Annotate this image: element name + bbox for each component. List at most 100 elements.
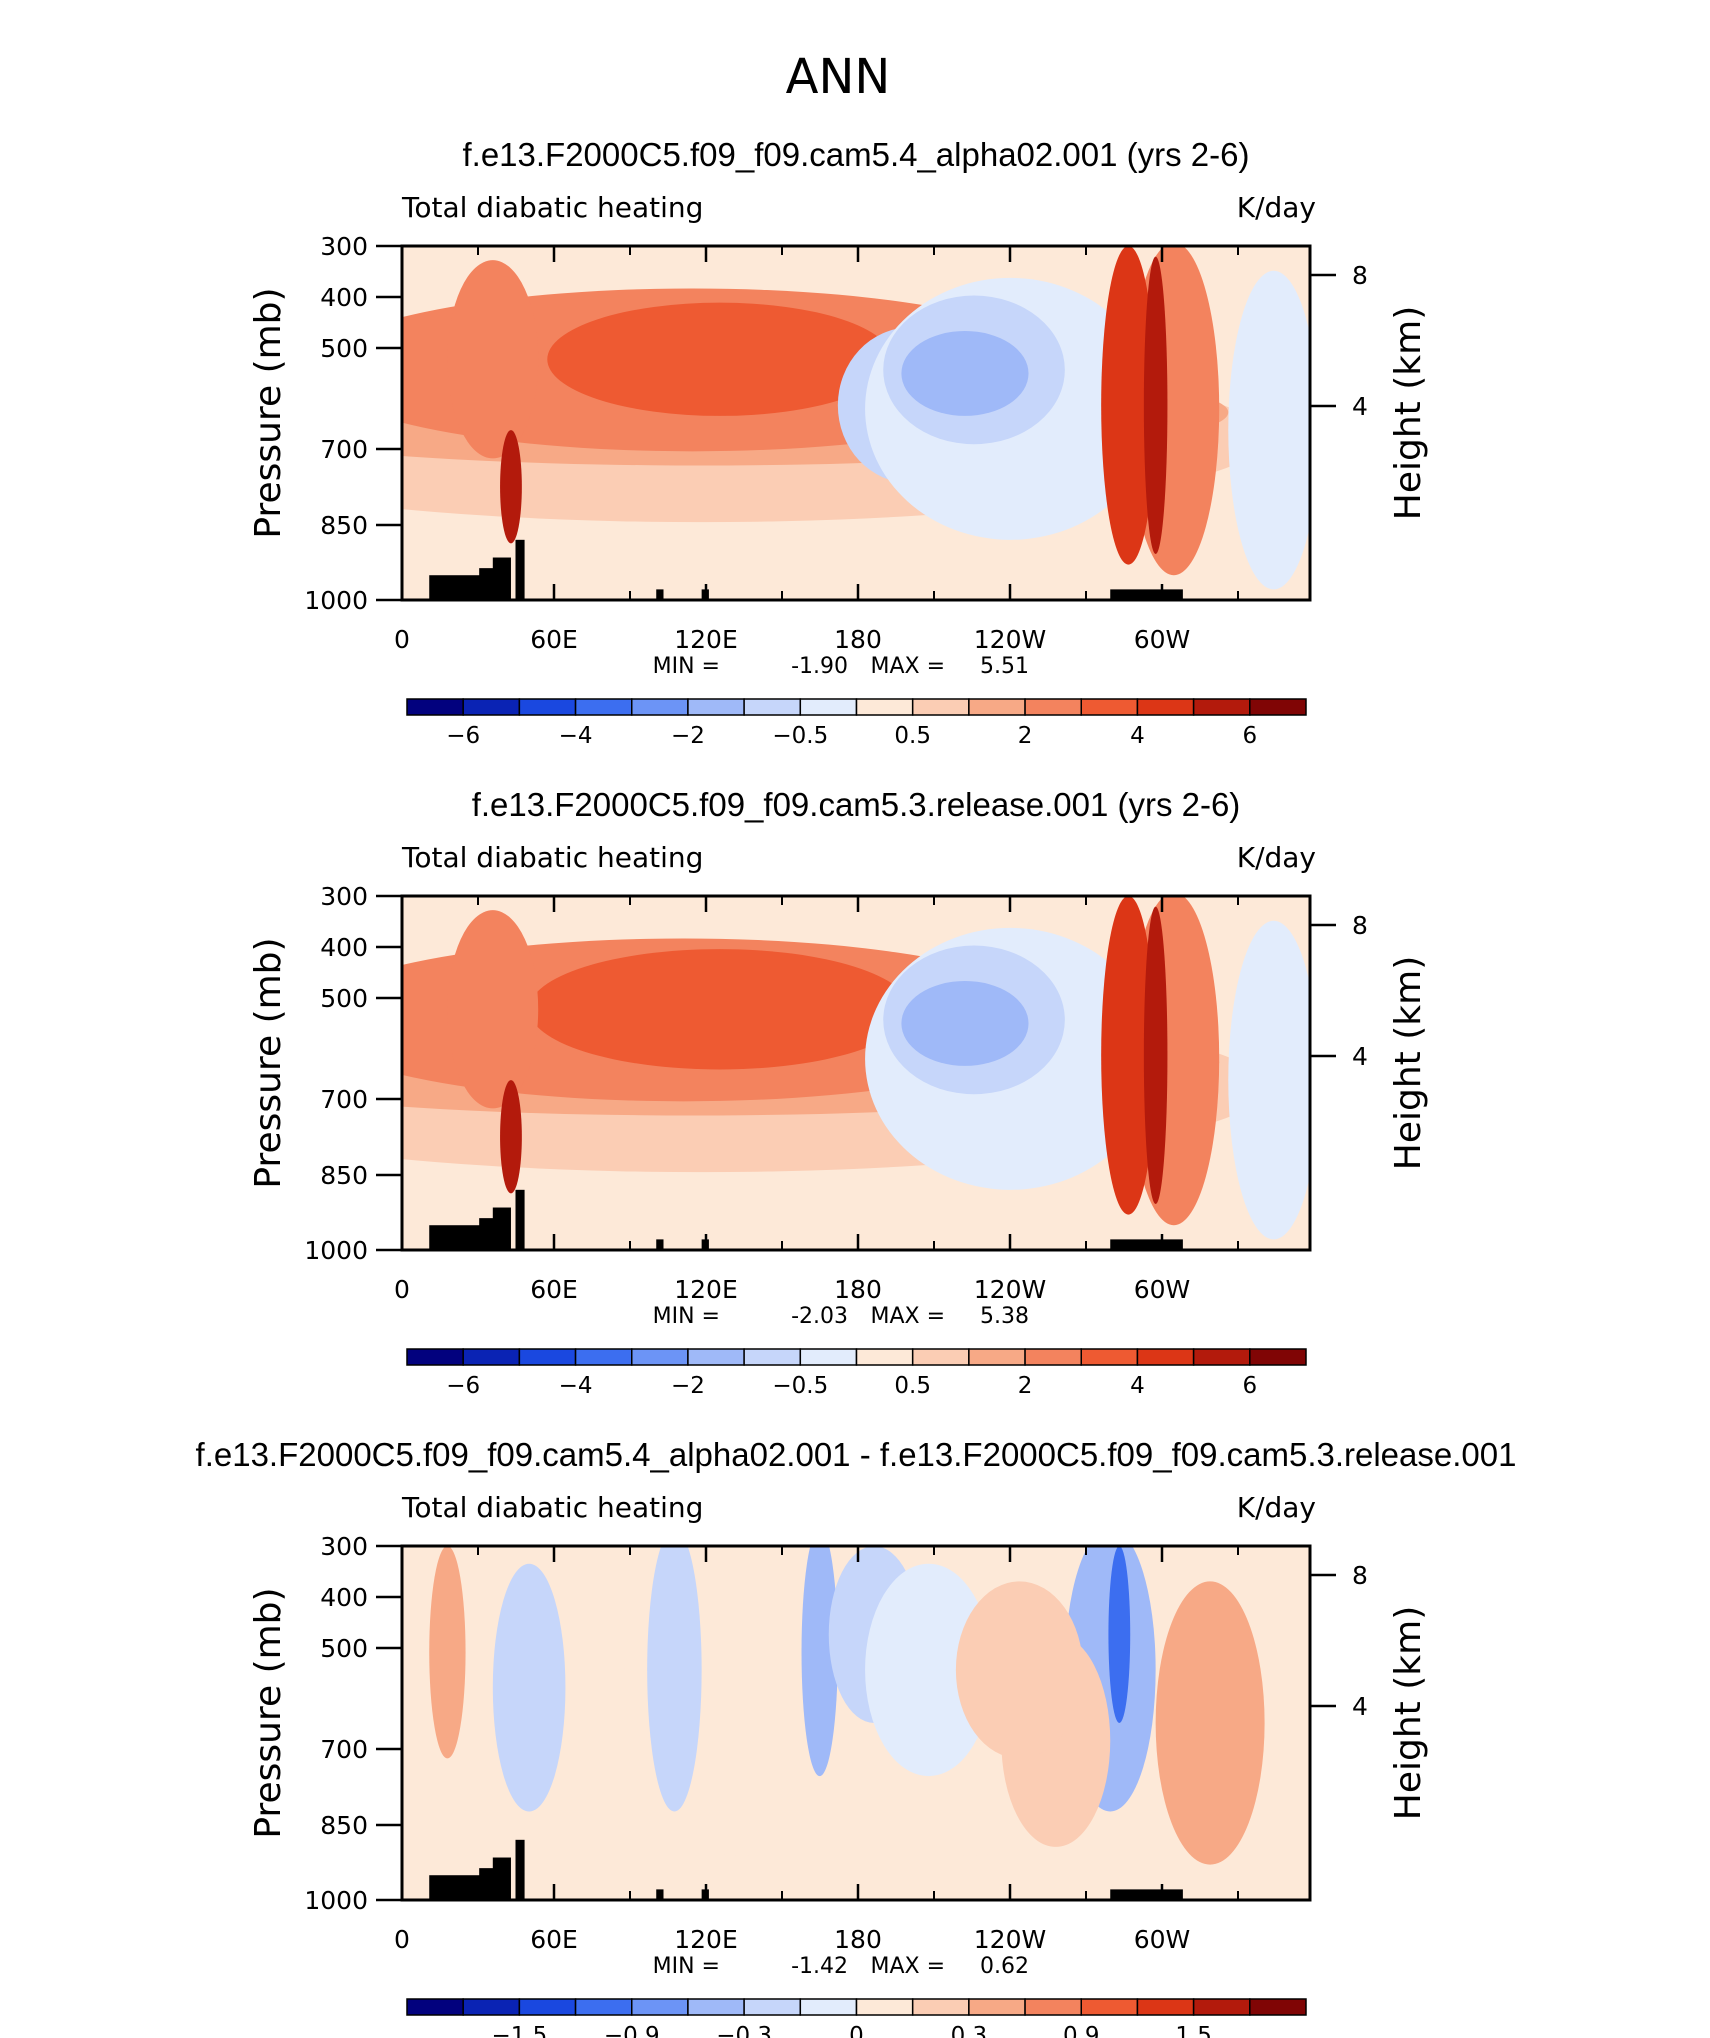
colorbar-label: 0 [849, 2023, 864, 2038]
colorbar-swatch [631, 698, 689, 716]
colorbar-swatch [1249, 1348, 1307, 1366]
colorbar-swatch [574, 1998, 633, 2016]
colorbar-swatch [631, 1348, 689, 1366]
y-tick-label: 700 [320, 1735, 368, 1764]
colorbar-swatch [462, 698, 521, 716]
colorbar-swatch [799, 1348, 858, 1366]
variable-label: Total diabatic heating [401, 841, 703, 874]
contour-region [447, 260, 539, 459]
colorbar-swatch [631, 1998, 689, 2016]
y-tick-label: 500 [320, 984, 368, 1013]
colorbar: −1.5 −0.9 −0.3 0 0.3 0.9 1.5 [406, 1998, 1307, 2038]
variable-label: Total diabatic heating [401, 1491, 703, 1524]
figure-title: ANN [786, 49, 891, 105]
x-tick-label: 120W [974, 625, 1046, 654]
y-axis-title: Pressure (mb) [248, 1587, 289, 1838]
colorbar-swatch [1024, 698, 1082, 716]
colorbar-swatch [911, 1998, 970, 2016]
y-tick-label: 400 [320, 933, 368, 962]
colorbar-swatch [799, 1998, 858, 2016]
colorbar-swatch [1080, 1348, 1139, 1366]
colorbar-label: 2 [1018, 723, 1033, 749]
units-label: K/day [1237, 191, 1316, 224]
min-label: MIN = [653, 1954, 720, 1979]
y2-tick-label: 8 [1352, 1561, 1368, 1590]
colorbar-label: 6 [1242, 723, 1257, 749]
contour-region [529, 949, 911, 1070]
contour-region [1101, 896, 1156, 1215]
colorbar-swatch [799, 698, 858, 716]
contour-region [429, 1546, 466, 1759]
colorbar-swatch [743, 1998, 802, 2016]
y2-axis-title: Height (km) [1388, 306, 1429, 520]
colorbar-swatch [911, 1348, 970, 1366]
colorbar-swatch [855, 1998, 914, 2016]
x-tick-label: 60W [1134, 1275, 1191, 1304]
max-label: MAX = [870, 654, 945, 679]
min-value: -2.03 [791, 1304, 848, 1329]
colorbar-label: 1.5 [1175, 2023, 1212, 2038]
colorbar-label: −0.9 [604, 2023, 660, 2038]
y-axis-title: Pressure (mb) [248, 937, 289, 1188]
contour-region [1108, 1546, 1131, 1723]
y-tick-label: 1000 [304, 1886, 368, 1915]
colorbar-label: −4 [559, 723, 593, 749]
y-tick-label: 500 [320, 1634, 368, 1663]
colorbar-swatch [1024, 1998, 1082, 2016]
land-mask [515, 539, 525, 600]
units-label: K/day [1237, 841, 1316, 874]
colorbar-swatch [1192, 1998, 1251, 2016]
land-mask [1110, 589, 1183, 600]
colorbar-swatch [1080, 698, 1139, 716]
land-mask [479, 568, 498, 600]
colorbar-swatch [574, 698, 633, 716]
land-mask [479, 1218, 498, 1250]
colorbar-swatch [1024, 1348, 1082, 1366]
contour-region [1155, 1581, 1265, 1865]
contour-region [492, 1563, 566, 1812]
x-tick-label: 180 [834, 1275, 882, 1304]
colorbar-swatch [1192, 1348, 1251, 1366]
colorbar-swatch [518, 1998, 577, 2016]
units-label: K/day [1237, 1491, 1316, 1524]
contour-region [1101, 246, 1156, 565]
colorbar-swatch [462, 1348, 521, 1366]
panel-title: f.e13.F2000C5.f09_f09.cam5.4_alpha02.001… [462, 136, 1249, 173]
x-tick-label: 120E [674, 625, 738, 654]
contour-region [955, 1581, 1083, 1759]
min-value: -1.42 [791, 1954, 848, 1979]
x-tick-label: 0 [394, 1925, 410, 1954]
y2-tick-label: 4 [1352, 1042, 1368, 1071]
contour-region [865, 1563, 993, 1777]
contour-region [547, 302, 893, 416]
colorbar-label: −6 [446, 1373, 480, 1399]
colorbar-label: −0.5 [772, 1373, 828, 1399]
max-value: 5.51 [980, 654, 1029, 679]
x-tick-label: 120W [974, 1925, 1046, 1954]
contour-region [447, 910, 539, 1109]
colorbar-label: −1.5 [491, 2023, 547, 2038]
y-tick-label: 700 [320, 435, 368, 464]
x-tick-label: 120E [674, 1275, 738, 1304]
contour-region [901, 980, 1029, 1066]
y-tick-label: 1000 [304, 1236, 368, 1265]
y2-axis-title: Height (km) [1388, 1606, 1429, 1820]
colorbar-label: −0.3 [716, 2023, 772, 2038]
contour-region [901, 330, 1029, 416]
colorbar-swatch [687, 698, 745, 716]
land-mask [515, 1189, 525, 1250]
y-tick-label: 300 [320, 232, 368, 261]
colorbar-swatch [855, 698, 914, 716]
land-mask [1110, 1889, 1183, 1900]
x-tick-label: 180 [834, 625, 882, 654]
colorbar-swatch [968, 1998, 1026, 2016]
max-label: MAX = [870, 1304, 945, 1329]
colorbar-swatch [855, 1348, 914, 1366]
colorbar-label: 4 [1130, 723, 1145, 749]
x-tick-label: 0 [394, 1275, 410, 1304]
y2-tick-label: 4 [1352, 392, 1368, 421]
x-tick-label: 60W [1134, 625, 1191, 654]
y-tick-label: 850 [320, 1161, 368, 1190]
x-tick-label: 120E [674, 1925, 738, 1954]
colorbar-label: −6 [446, 723, 480, 749]
